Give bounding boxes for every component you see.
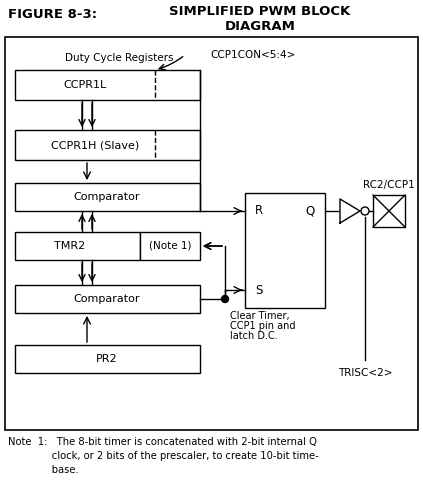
Text: PR2: PR2 — [96, 354, 118, 364]
Bar — [15, 285, 200, 313]
Text: SIMPLIFIED PWM BLOCK: SIMPLIFIED PWM BLOCK — [169, 5, 351, 18]
Polygon shape — [340, 199, 360, 223]
Text: R: R — [255, 204, 263, 218]
Text: TMR2: TMR2 — [55, 241, 85, 251]
Bar — [373, 195, 405, 227]
Circle shape — [222, 296, 228, 303]
Text: Note  1:   The 8-bit timer is concatenated with 2-bit internal Q
              c: Note 1: The 8-bit timer is concatenated … — [8, 437, 319, 475]
Text: Comparator: Comparator — [74, 192, 140, 202]
Bar — [15, 183, 200, 211]
Text: CCPR1H (Slave): CCPR1H (Slave) — [51, 140, 139, 150]
Bar — [15, 70, 200, 100]
Bar — [15, 232, 140, 260]
Circle shape — [361, 207, 369, 215]
Text: Clear Timer,: Clear Timer, — [230, 311, 290, 321]
Text: CCP1CON<5:4>: CCP1CON<5:4> — [210, 50, 295, 60]
Bar — [15, 130, 200, 160]
Text: S: S — [255, 284, 262, 297]
Bar — [140, 232, 200, 260]
Bar — [245, 193, 325, 308]
Text: Duty Cycle Registers: Duty Cycle Registers — [65, 53, 173, 63]
Text: FIGURE 8-3:: FIGURE 8-3: — [8, 8, 97, 21]
Text: Comparator: Comparator — [74, 294, 140, 304]
Text: CCP1 pin and: CCP1 pin and — [230, 321, 296, 331]
Text: TRISC<2>: TRISC<2> — [338, 368, 392, 378]
Text: RC2/CCP1: RC2/CCP1 — [363, 180, 415, 190]
Text: Q: Q — [306, 204, 315, 218]
Text: DIAGRAM: DIAGRAM — [225, 20, 295, 33]
Text: CCPR1L: CCPR1L — [63, 80, 107, 90]
Text: latch D.C.: latch D.C. — [230, 331, 278, 341]
Bar — [15, 345, 200, 373]
Bar — [5, 37, 418, 430]
Text: (Note 1): (Note 1) — [149, 241, 191, 251]
